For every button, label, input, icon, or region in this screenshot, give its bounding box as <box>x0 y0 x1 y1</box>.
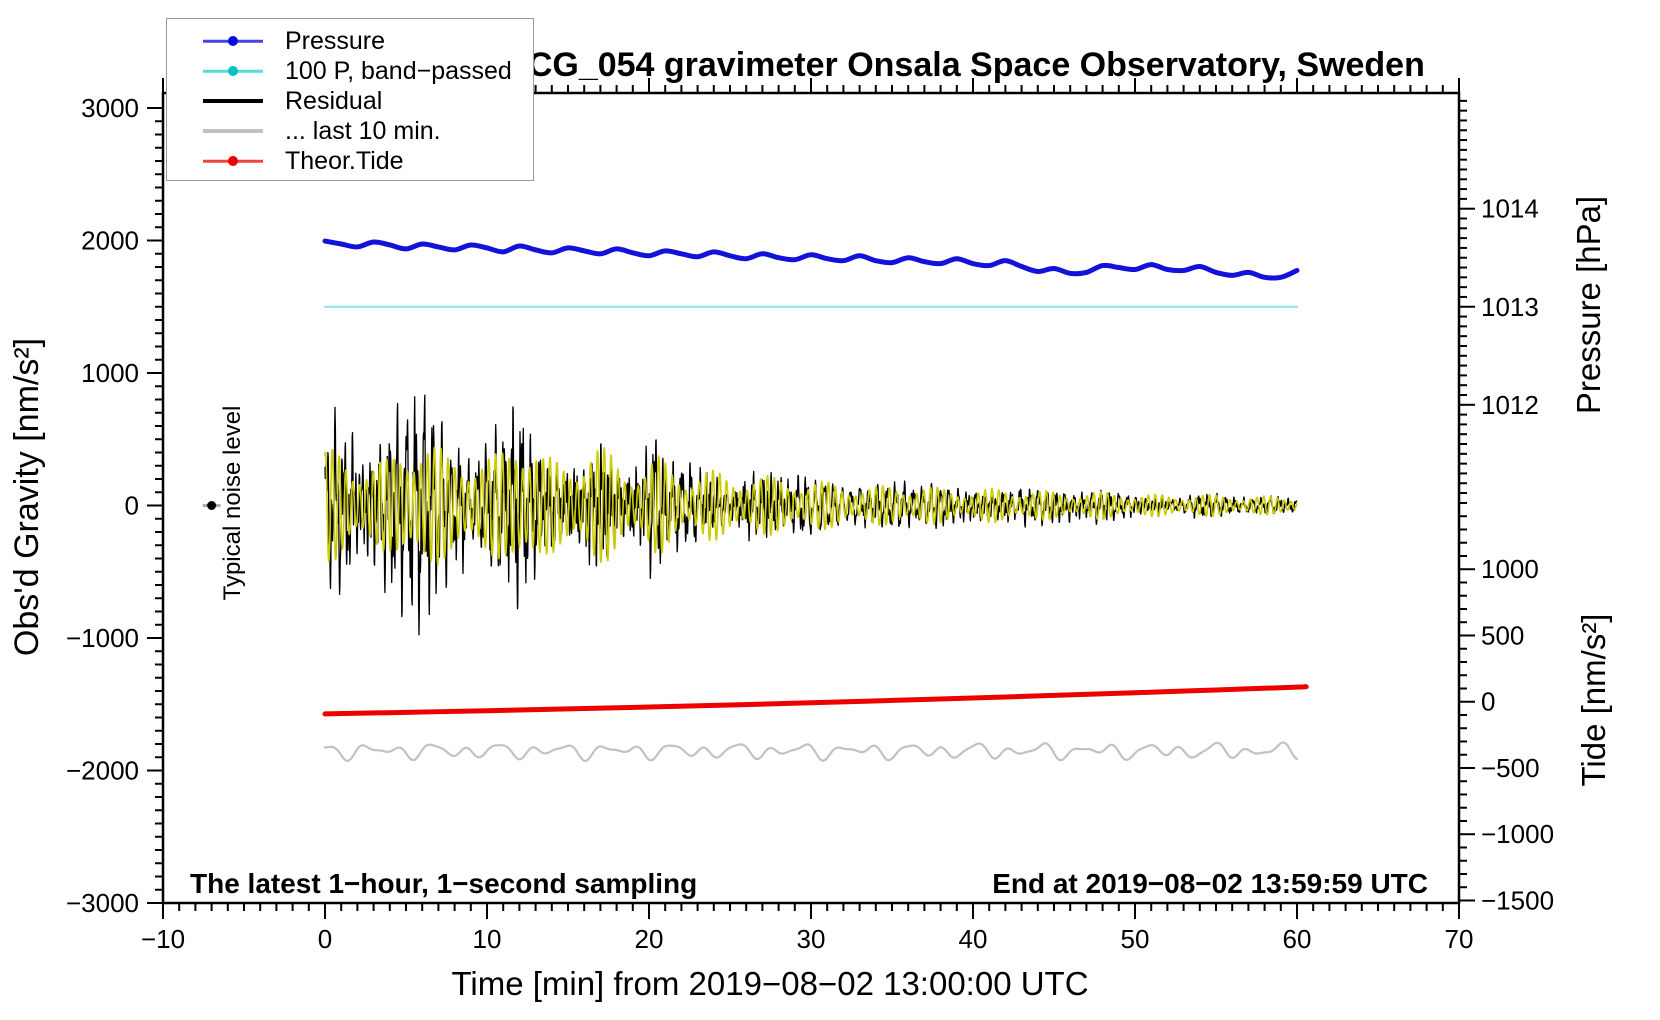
tick-label: −1000 <box>1481 819 1554 849</box>
tick-label: 2000 <box>81 226 139 256</box>
tick-label: 1012 <box>1481 390 1539 420</box>
legend-item-label: 100 P, band−passed <box>285 56 512 85</box>
legend-dot <box>228 66 238 76</box>
tick-label: 1000 <box>1481 554 1539 584</box>
tick-label: −1000 <box>66 623 139 653</box>
legend-line-sample <box>203 99 263 103</box>
tick-label: 0 <box>318 924 332 954</box>
tick-label: −10 <box>141 924 185 954</box>
legend-item-label: ... last 10 min. <box>285 116 441 145</box>
tick-label: 3000 <box>81 93 139 123</box>
tick-label: −500 <box>1481 753 1540 783</box>
tick-label: 50 <box>1121 924 1150 954</box>
legend-swatch <box>203 150 263 172</box>
tick-label: 0 <box>125 491 139 521</box>
tick-label: 20 <box>635 924 664 954</box>
tick-label: −3000 <box>66 888 139 918</box>
tick-label: −2000 <box>66 756 139 786</box>
annotation-end-time: End at 2019−08−02 13:59:59 UTC <box>992 868 1428 899</box>
tick-label: 1014 <box>1481 194 1539 224</box>
pressure-axis-label: Pressure [hPa] <box>1570 196 1607 414</box>
noise-level-label: Typical noise level <box>219 406 246 601</box>
legend-item-pressure: Pressure <box>167 26 533 56</box>
legend-item-last-10-min: ... last 10 min. <box>167 116 533 146</box>
legend-item-label: Residual <box>285 86 383 115</box>
pressure-line <box>322 238 1300 281</box>
legend-item-label: Theor.Tide <box>285 146 404 175</box>
annotation-sampling: The latest 1−hour, 1−second sampling <box>190 868 697 899</box>
legend-dot <box>228 36 238 46</box>
data-series <box>322 238 1309 762</box>
legend-item-label: Pressure <box>285 26 386 55</box>
noise-level-dot <box>207 501 217 510</box>
legend-item-residual: Residual <box>167 86 533 116</box>
axis-ticks: −10 0 10 20 30 40 50 60 70 −3000 −2000 −1000 0 1000 20… <box>66 78 1554 954</box>
legend-item-theor-tide: Theor.Tide <box>167 146 533 176</box>
gravity-axis-label: Obs'd Gravity [nm/s²] <box>8 338 46 656</box>
legend-swatch <box>203 60 263 82</box>
legend-swatch <box>203 120 263 142</box>
legend-swatch <box>203 30 263 52</box>
last-10-min-line <box>323 741 1299 762</box>
legend-swatch <box>203 90 263 112</box>
legend: Pressure 100 P, band−passed Residual ...… <box>166 18 534 181</box>
x-axis-label: Time [min] from 2019−08−02 13:00:00 UTC <box>451 965 1088 1002</box>
plot-frame <box>161 91 1461 905</box>
tick-label: 10 <box>473 924 502 954</box>
tick-label: 0 <box>1481 687 1495 717</box>
legend-dot <box>228 156 238 166</box>
tick-label: 60 <box>1283 924 1312 954</box>
tide-axis-label: Tide [nm/s²] <box>1575 614 1612 787</box>
tick-label: 70 <box>1445 924 1474 954</box>
residual-band-passed-line <box>324 446 1298 566</box>
legend-item-band-passed-pressure: 100 P, band−passed <box>167 56 533 86</box>
tick-label: 40 <box>959 924 988 954</box>
chart-title: SCG_054 gravimeter Onsala Space Observat… <box>505 46 1425 84</box>
tick-label: 500 <box>1481 620 1524 650</box>
tick-label: 1000 <box>81 358 139 388</box>
theor-tide-line <box>322 684 1309 717</box>
tick-label: 30 <box>797 924 826 954</box>
noise-level-marker <box>202 501 221 510</box>
tick-label: 1013 <box>1481 292 1539 322</box>
tick-label: −1500 <box>1481 885 1554 915</box>
legend-line-sample <box>203 129 263 133</box>
